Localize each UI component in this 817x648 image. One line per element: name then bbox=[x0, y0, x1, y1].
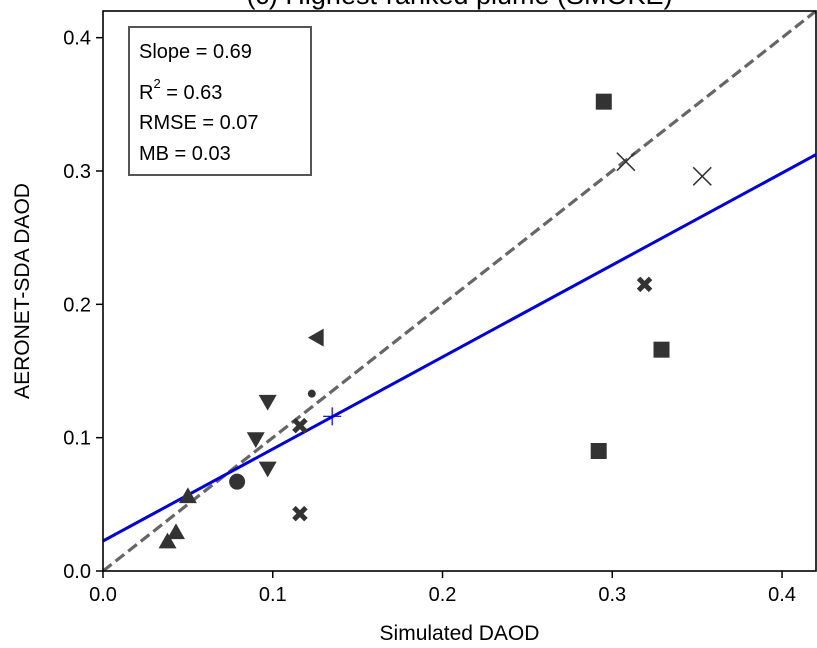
stats-box-frame bbox=[128, 26, 312, 176]
y-tick-label: 0.2 bbox=[63, 294, 91, 316]
y-axis-ticks: 0.0 0.1 0.2 0.3 0.4 bbox=[63, 28, 103, 583]
data-points bbox=[158, 93, 712, 549]
y-tick-label: 0.1 bbox=[63, 428, 91, 450]
x-tick-label: 0.2 bbox=[429, 584, 457, 606]
data-point-triangle-up bbox=[178, 487, 197, 504]
y-tick-label: 0.0 bbox=[63, 561, 91, 583]
stat-mb: MB = 0.03 bbox=[139, 143, 231, 165]
stat-r2: R2 = 0.63 bbox=[139, 76, 222, 104]
x-tick-label: 0.0 bbox=[89, 584, 117, 606]
stat-r2-superscript: 2 bbox=[153, 76, 160, 91]
plot-area: 0.0 0.1 0.2 0.3 0.4 0.0 0.1 0.2 0.3 0.4 bbox=[63, 10, 817, 606]
x-tick-label: 0.1 bbox=[259, 584, 287, 606]
data-point-square bbox=[590, 443, 607, 459]
data-point-triangle-up bbox=[158, 532, 177, 549]
stat-r2-value: = 0.63 bbox=[161, 82, 223, 104]
data-point-triangle-left bbox=[307, 328, 324, 347]
data-point-dot bbox=[307, 389, 316, 398]
reference-lines bbox=[103, 11, 816, 571]
regression-fit-line bbox=[103, 153, 816, 543]
axes-frame bbox=[102, 10, 817, 572]
data-point-triangle-up bbox=[166, 523, 185, 540]
stat-slope: Slope = 0.69 bbox=[139, 41, 252, 63]
y-tick-label: 0.3 bbox=[63, 161, 91, 183]
data-point-x bbox=[616, 152, 636, 172]
data-point-plus bbox=[323, 407, 342, 426]
x-tick-label: 0.4 bbox=[768, 584, 796, 606]
chart-title: (c) Highest-ranked plume (SMOKE) bbox=[246, 0, 672, 10]
x-axis-ticks: 0.0 0.1 0.2 0.3 0.4 bbox=[89, 571, 796, 606]
x-tick-label: 0.3 bbox=[598, 584, 626, 606]
data-point-square bbox=[653, 341, 670, 358]
data-point-triangle-down bbox=[258, 461, 277, 478]
data-point-triangle-down bbox=[258, 394, 277, 411]
data-point-x-bold bbox=[636, 276, 653, 293]
data-point-square bbox=[595, 93, 612, 110]
data-point-x-bold bbox=[292, 417, 308, 434]
stat-rmse: RMSE = 0.07 bbox=[139, 112, 259, 134]
data-point-x-bold bbox=[292, 505, 308, 522]
data-point-x bbox=[692, 166, 712, 186]
x-axis-label: Simulated DAOD bbox=[380, 622, 540, 645]
data-point-circle bbox=[229, 473, 246, 490]
stat-r2-prefix: R bbox=[139, 82, 153, 104]
y-axis-label: AERONET-SDA DAOD bbox=[11, 183, 34, 399]
y-tick-label: 0.4 bbox=[63, 28, 91, 50]
stats-box: Slope = 0.69 R2 = 0.63 RMSE = 0.07 MB = … bbox=[128, 26, 312, 176]
data-point-triangle-down bbox=[246, 432, 265, 448]
